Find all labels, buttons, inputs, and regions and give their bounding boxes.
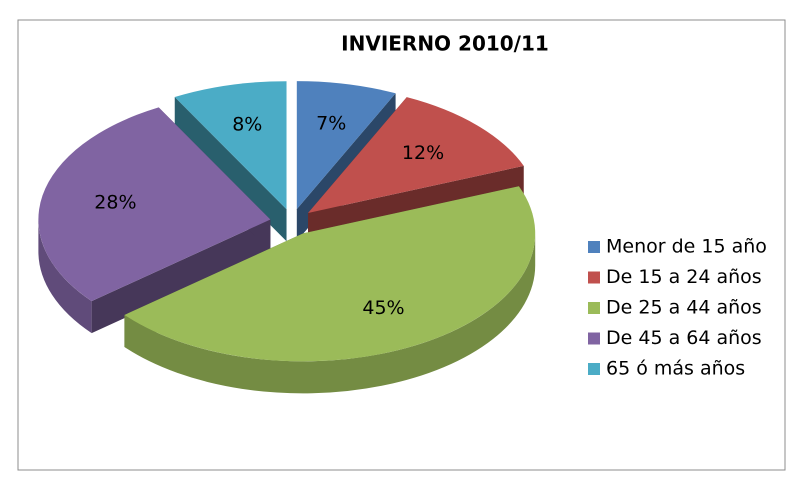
legend-swatch — [588, 271, 600, 284]
slice — [124, 186, 536, 394]
slice-side — [174, 97, 287, 242]
data-label: 28% — [94, 192, 136, 214]
data-label: 45% — [362, 297, 404, 319]
slice-top — [124, 186, 536, 362]
slice-top — [38, 107, 271, 302]
legend-label: De 25 a 44 años — [606, 297, 762, 319]
slice-top — [308, 97, 524, 213]
legend-swatch — [588, 302, 600, 314]
data-label: 8% — [232, 113, 262, 135]
legend-swatch — [588, 363, 600, 375]
slice-top — [174, 81, 287, 210]
legend-swatch — [588, 332, 600, 345]
legend-label: De 15 a 24 años — [606, 266, 762, 288]
slice-side — [91, 219, 271, 334]
legend-label: De 45 a 64 años — [606, 327, 762, 349]
legend-label: 65 ó más años — [606, 358, 745, 380]
slice-top — [296, 81, 396, 210]
legend-swatch — [588, 241, 600, 253]
slice — [38, 107, 271, 334]
chart-title: INVIERNO 2010/11 — [341, 32, 549, 56]
slice-wall — [124, 233, 536, 394]
slice-wall — [38, 219, 92, 334]
data-label: 7% — [316, 113, 346, 135]
legend-label: Menor de 15 año — [606, 236, 767, 258]
data-label: 12% — [402, 142, 444, 164]
slice — [174, 81, 287, 242]
